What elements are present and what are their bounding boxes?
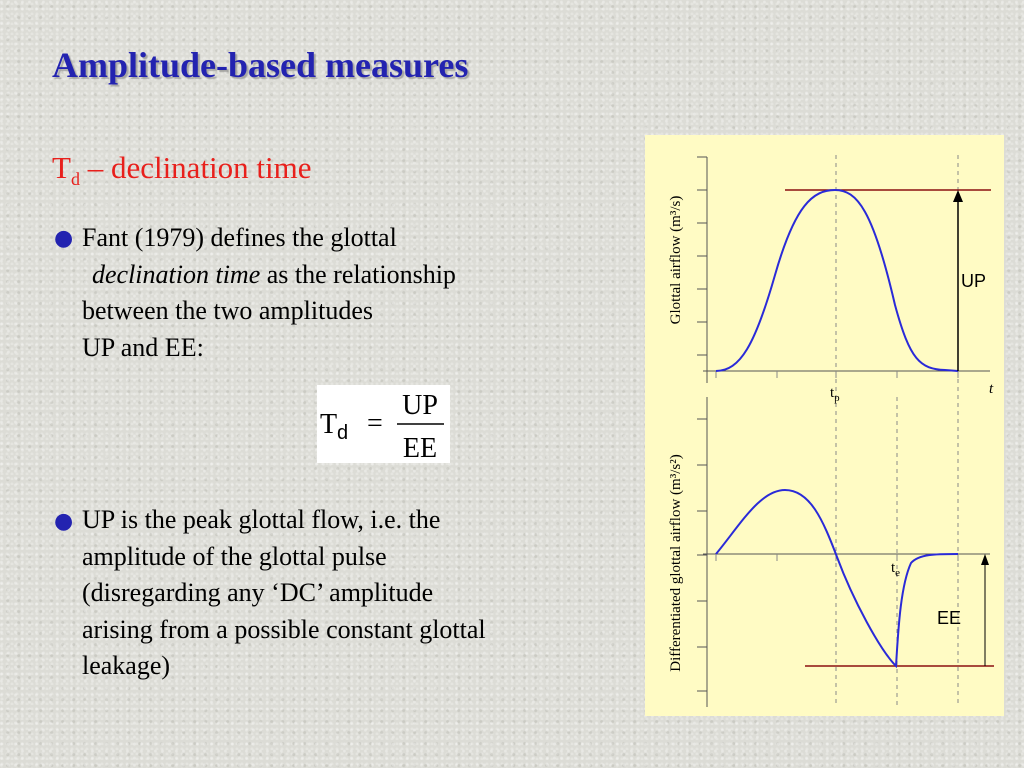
bottom-y-label: Differentiated glottal airflow (m³/s²) [668,454,684,671]
te-label: te [891,560,900,579]
formula-lhs-symbol: T [320,409,337,440]
formula-numerator: UP [402,390,438,421]
formula-lhs-subscript: d [337,422,348,444]
tp-label: tp [830,385,840,404]
formula-equals: = [367,408,383,439]
bullet-1-line-3: between the two amplitudes [82,296,373,325]
ee-label: EE [937,608,961,628]
bullet-2-line-5: leakage) [82,651,171,680]
bullet-2-line-1: UP is the peak glottal flow, i.e. the [82,505,441,534]
time-axis-label: t [989,381,994,397]
bullet-1-line-1: Fant (1979) defines the glottal [82,223,397,252]
bullet-2-line-4: arising from a possible constant glottal [82,614,486,644]
subheading-text: – declination time [79,150,312,185]
up-arrowhead-icon [953,190,963,202]
subheading-symbol: T [52,150,71,185]
glottal-flow-figure: Glottal airflow (m³/s) UP tp t Dif [645,135,1004,716]
bullet-dot-icon: ● [54,509,74,534]
bullet-2: UP is the peak glottal flow, i.e. the am… [82,502,486,685]
slide-title: Amplitude-based measures [52,45,469,85]
bullet-2-line-2: amplitude of the glottal pulse [82,541,387,571]
bullet-1-line-2: declination time as the relationship [82,257,456,294]
glottal-pulse-curve [715,188,959,372]
subheading: Td – declination time [52,150,312,190]
subheading-subscript: d [70,169,80,190]
top-y-label: Glottal airflow (m³/s) [668,196,684,325]
up-label: UP [961,271,986,291]
bullet-1-line-2-rest: as the relationship [260,259,456,289]
bullet-1: Fant (1979) defines the glottal declinat… [82,220,456,366]
formula: T d = UP EE [317,385,450,463]
formula-denominator: EE [403,433,437,463]
declination-time-emphasis: declination time [92,259,261,289]
derivative-curve [715,488,959,669]
ee-arrowhead-icon [981,554,989,565]
bullet-dot-icon: ● [54,226,74,251]
bullet-1-line-4: UP and EE: [82,332,204,362]
bullet-2-line-3: (disregarding any ‘DC’ amplitude [82,578,434,607]
